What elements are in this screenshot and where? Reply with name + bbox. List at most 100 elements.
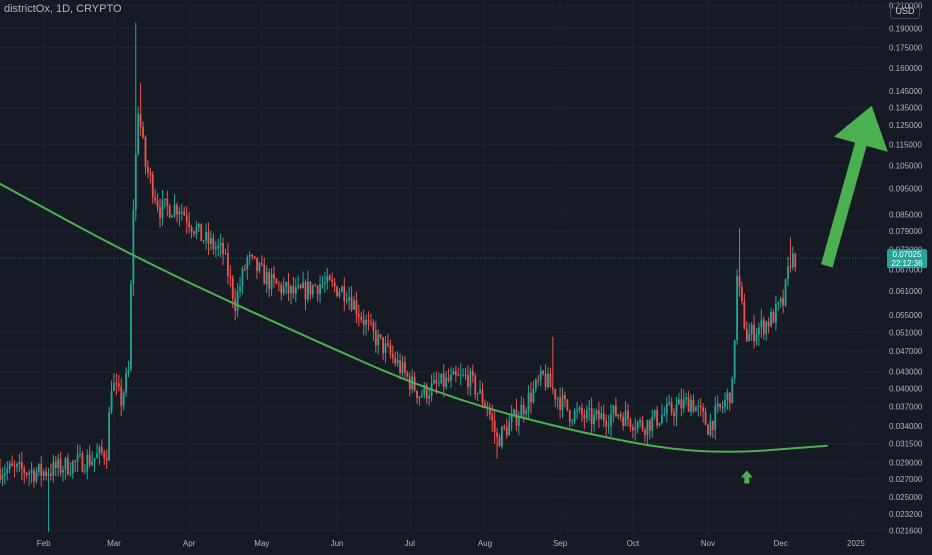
candle-down [360,316,363,320]
candle-down [741,286,743,301]
candle-up [527,392,530,411]
candle-up [556,397,559,400]
candle-down [704,411,707,425]
candle-up [122,392,125,406]
price-axis[interactable]: 0.210000 0.190000 0.175000 0.160000 0.145000… [889,1,923,535]
candle-up [345,300,348,302]
candle-down [435,379,438,384]
candle-down [551,387,554,390]
candle-up [210,237,212,244]
candle-down [590,408,593,425]
candle-up [532,388,535,403]
candles [0,22,797,532]
candle-up [658,422,661,426]
candle-up [219,243,222,246]
candle-up [433,379,435,384]
candle-up [224,252,227,254]
candle-up [571,421,574,423]
candle-down [711,421,714,430]
candle-down [190,227,193,232]
candle-down [268,272,271,289]
candle-down [728,392,731,404]
candle-up [721,406,724,408]
candle-up [108,412,111,461]
drawings[interactable] [0,105,888,484]
candle-up [765,321,768,334]
candle-down [227,252,229,276]
candle-down [304,282,307,300]
candle-down [188,222,191,228]
y-tick-label: 0.175000 [889,44,923,53]
x-tick-label: Sep [553,539,568,548]
candle-down [105,458,108,461]
candle-up [736,276,738,341]
candle-up [547,373,549,388]
candle-up [578,407,581,411]
candle-down [88,454,91,465]
candle-down [702,407,705,412]
candle-up [437,383,440,385]
candle-down [605,420,608,426]
candle-down [404,362,406,373]
candle-up [248,254,251,258]
candle-down [50,473,52,476]
candle-up [607,425,610,427]
candle-up [127,369,130,374]
candle-down [602,413,605,421]
y-tick-label: 0.047000 [889,347,923,356]
candle-up [634,428,637,431]
candle-up [445,377,448,387]
candle-down [54,461,57,469]
candle-up [651,416,654,431]
candle-down [481,389,484,404]
candle-up [16,464,18,467]
candle-down [614,405,617,417]
candle-down [498,436,501,447]
candle-down [644,429,646,436]
candle-down [382,337,384,354]
candle-down [147,166,149,173]
candle-up [733,340,736,379]
candle-down [680,399,683,409]
candle-up [774,303,777,323]
candle-down [394,357,397,364]
candle-down [149,172,152,175]
y-tick-label: 0.115000 [889,140,922,149]
candle-up [340,286,343,292]
candle-up [214,247,217,249]
candle-up [52,461,55,476]
candle-up [57,458,60,469]
candle-up [661,415,663,423]
candle-down [159,207,161,218]
candle-up [678,399,680,405]
candle-up [258,263,261,272]
candle-up [202,240,205,242]
candle-up [510,415,513,423]
currency-button[interactable]: USD [890,3,920,19]
candle-down [467,374,469,388]
candle-up [731,378,734,404]
candle-down [549,373,552,388]
candle-down [362,319,365,326]
candle-down [183,211,186,216]
y-tick-label: 0.023200 [889,510,923,519]
time-axis[interactable]: Feb Mar Apr May Jun Jul Aug Sep Oct Nov Dec 2025 [37,539,866,548]
y-tick-label: 0.031500 [889,440,923,449]
candle-up [508,422,511,436]
candle-down [115,383,118,385]
candle-up [462,374,465,376]
x-tick-label: May [254,539,269,548]
candle-up [321,283,324,285]
candle-up [28,472,30,475]
y-tick-label: 0.125000 [889,121,923,130]
candle-down [406,372,409,377]
candle-down [416,390,418,399]
candle-down [474,375,477,395]
symbol-label[interactable]: districtOx, 1D, CRYPTO [4,3,122,15]
candle-down [256,257,258,272]
candle-down [464,374,467,376]
candle-up [384,343,387,354]
candle-up [353,300,355,310]
